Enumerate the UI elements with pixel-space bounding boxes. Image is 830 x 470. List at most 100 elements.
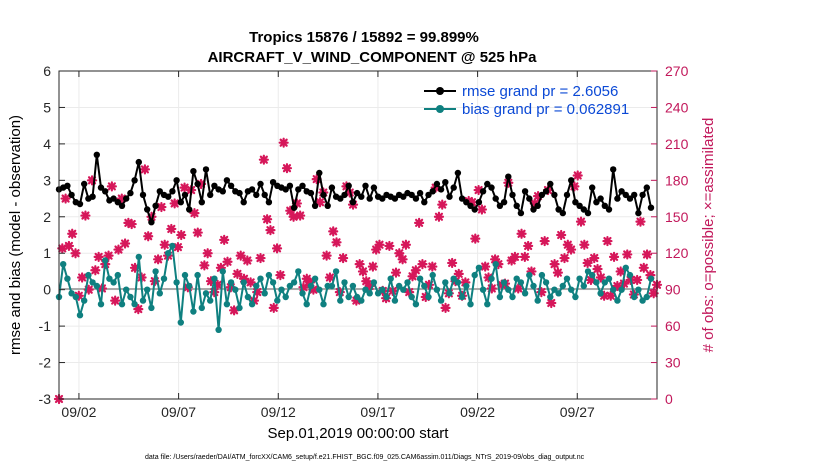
rmse-point bbox=[505, 173, 512, 180]
obs-count-marker bbox=[486, 283, 497, 294]
obs-count-marker bbox=[585, 274, 597, 286]
obs-count-marker bbox=[523, 240, 534, 252]
bias-point bbox=[362, 286, 369, 293]
rmse-point bbox=[379, 195, 386, 202]
x-tick-label: 09/22 bbox=[460, 404, 495, 420]
y-axis-left-label: rmse and bias (model - observation) bbox=[7, 115, 24, 355]
obs-count-marker bbox=[139, 164, 151, 175]
chart-subtitle: AIRCRAFT_V_WIND_COMPONENT @ 525 hPa bbox=[208, 49, 538, 66]
bias-point bbox=[295, 268, 302, 275]
rmse-point bbox=[542, 188, 550, 195]
obs-count-marker bbox=[235, 250, 246, 261]
obs-count-marker bbox=[433, 211, 445, 222]
rmse-point bbox=[227, 182, 235, 189]
bias-point bbox=[370, 279, 378, 286]
y-axis-right-ticks: 0 30 60 90 120 150 180 210 240 270 bbox=[651, 63, 689, 407]
bias-point bbox=[156, 290, 163, 297]
bias-point bbox=[307, 282, 315, 290]
rmse-point bbox=[240, 199, 247, 206]
obs-count-marker bbox=[569, 181, 580, 192]
rmse-point bbox=[257, 180, 264, 188]
rmse-point bbox=[102, 188, 109, 195]
rmse-series bbox=[55, 151, 655, 226]
rmse-point bbox=[341, 191, 348, 199]
rmse-point bbox=[563, 191, 571, 199]
obs-count-marker bbox=[410, 265, 421, 276]
obs-count-marker bbox=[133, 304, 144, 315]
y-left-tick-label: 6 bbox=[43, 63, 51, 79]
bias-point bbox=[551, 286, 558, 293]
obs-count-marker bbox=[460, 277, 471, 288]
obs-count-marker bbox=[473, 184, 484, 196]
obs-count-marker bbox=[559, 252, 570, 264]
obs-count-marker bbox=[423, 279, 435, 290]
rmse-point bbox=[316, 169, 323, 177]
obs-count-marker bbox=[288, 211, 299, 222]
rmse-point bbox=[605, 206, 613, 213]
obs-count-marker bbox=[202, 248, 213, 259]
bias-point bbox=[647, 275, 655, 282]
bias-point bbox=[500, 279, 508, 286]
footnote: data file: /Users/raeder/DAI/ATM_forcXX/… bbox=[145, 454, 585, 461]
obs-count-marker bbox=[285, 205, 296, 216]
obs-count-marker bbox=[466, 197, 478, 208]
obs-count-marker bbox=[172, 242, 184, 253]
bias-point bbox=[299, 290, 306, 297]
obs-count-marker bbox=[374, 239, 385, 250]
obs-count-marker bbox=[414, 217, 425, 228]
rmse-point bbox=[408, 191, 415, 199]
obs-count-marker bbox=[189, 208, 200, 219]
rmse-point bbox=[484, 180, 491, 188]
bias-point bbox=[374, 290, 382, 297]
bias-point bbox=[463, 282, 470, 290]
bias-point bbox=[68, 290, 75, 297]
rmse-point bbox=[421, 199, 428, 206]
bias-point bbox=[337, 297, 344, 304]
obs-count-marker bbox=[575, 216, 587, 227]
bias-point bbox=[589, 271, 596, 279]
obs-count-marker bbox=[513, 283, 524, 294]
bias-point bbox=[215, 326, 222, 333]
obs-count-marker bbox=[447, 257, 458, 269]
y-left-tick-label: -3 bbox=[39, 391, 52, 407]
obs-count-marker bbox=[608, 251, 620, 262]
rmse-point bbox=[320, 191, 327, 199]
bias-point bbox=[467, 301, 474, 308]
rmse-point bbox=[601, 202, 608, 209]
bias-point bbox=[332, 268, 340, 275]
obs-count-marker bbox=[110, 295, 121, 306]
rmse-point bbox=[454, 169, 462, 177]
obs-count-marker bbox=[156, 201, 167, 213]
bias-point bbox=[496, 293, 504, 301]
bias-point bbox=[240, 279, 247, 286]
bias-point bbox=[93, 282, 101, 290]
bias-point bbox=[416, 275, 424, 282]
obs-count-marker bbox=[526, 266, 537, 277]
y-axis-left-ticks: -3 -2 -1 0 1 2 3 4 5 6 bbox=[39, 63, 65, 407]
rmse-point bbox=[295, 186, 302, 193]
rmse-point bbox=[186, 206, 193, 213]
y-right-tick-label: 210 bbox=[665, 136, 689, 152]
y-right-tick-label: 240 bbox=[665, 99, 689, 115]
obs-count-marker bbox=[176, 229, 187, 241]
obs-count-marker bbox=[635, 216, 646, 227]
obs-count-marker bbox=[291, 198, 302, 209]
rmse-point bbox=[177, 199, 184, 206]
x-tick-label: 09/12 bbox=[261, 404, 296, 420]
bias-point bbox=[102, 257, 109, 264]
bias-point bbox=[278, 286, 285, 293]
obs-count-marker bbox=[212, 279, 223, 290]
bias-point bbox=[345, 293, 352, 301]
obs-count-marker bbox=[532, 191, 544, 202]
rmse-point bbox=[446, 193, 453, 200]
rmse-point bbox=[463, 199, 470, 206]
rmse-point bbox=[610, 166, 617, 173]
bias-point bbox=[618, 286, 625, 293]
bias-point bbox=[127, 293, 134, 301]
bias-point bbox=[505, 286, 512, 293]
obs-count-marker bbox=[615, 266, 626, 277]
rmse-point bbox=[299, 182, 306, 189]
obs-count-marker bbox=[622, 249, 633, 260]
obs-count-marker bbox=[57, 243, 68, 254]
bias-point bbox=[610, 286, 617, 293]
